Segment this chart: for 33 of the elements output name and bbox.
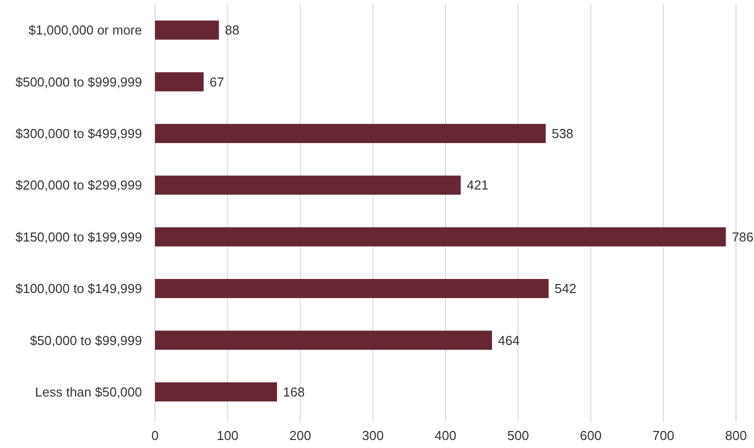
y-tick-label: $1,000,000 or more	[28, 22, 142, 38]
x-tick-label: 100	[216, 428, 238, 443]
x-tick-label: 400	[434, 428, 456, 443]
x-tick-label: 700	[652, 428, 674, 443]
bar	[155, 72, 204, 92]
data-label: 538	[552, 126, 574, 142]
bar	[155, 330, 492, 350]
y-tick-label: Less than $50,000	[35, 384, 142, 400]
data-label: 88	[224, 22, 240, 38]
data-label: 67	[210, 74, 224, 90]
bar	[155, 20, 219, 40]
y-tick-label: $50,000 to $99,999	[30, 332, 142, 348]
x-tick-label: 300	[362, 428, 384, 443]
x-tick-label: 600	[580, 428, 602, 443]
data-label: 421	[466, 178, 488, 193]
y-tick-label: $300,000 to $499,999	[15, 126, 142, 142]
bar	[155, 176, 461, 195]
data-label: 168	[283, 384, 305, 400]
data-label: 464	[498, 332, 520, 348]
x-tick-label: 0	[151, 428, 159, 443]
x-tick-label: 500	[507, 428, 529, 443]
bar	[155, 227, 726, 246]
data-label: 542	[554, 281, 576, 296]
y-tick-label: $200,000 to $299,999	[15, 178, 142, 193]
bar	[155, 382, 278, 402]
bar	[155, 124, 546, 144]
bar	[155, 278, 549, 298]
x-tick-label: 800	[725, 428, 747, 443]
data-label: 786	[732, 229, 754, 244]
y-tick-label: $500,000 to $999,999	[15, 74, 142, 90]
y-tick-label: $100,000 to $149,999	[15, 281, 142, 296]
y-tick-label: $150,000 to $199,999	[15, 229, 142, 244]
x-tick-label: 200	[289, 428, 312, 443]
